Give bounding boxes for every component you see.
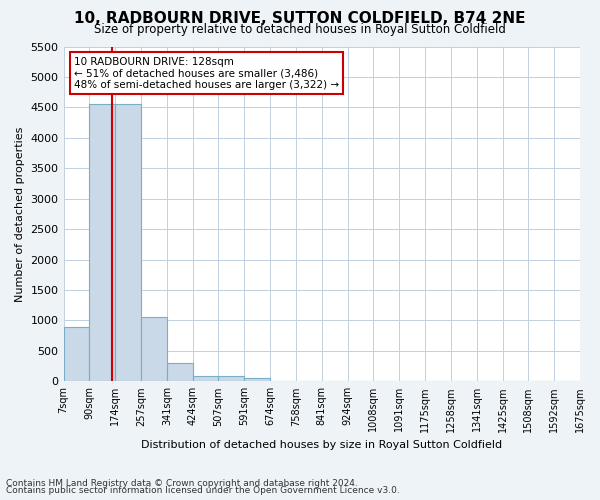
Bar xyxy=(141,318,167,382)
Bar xyxy=(218,376,244,382)
Bar xyxy=(89,104,115,382)
Bar xyxy=(244,378,270,382)
Text: Size of property relative to detached houses in Royal Sutton Coldfield: Size of property relative to detached ho… xyxy=(94,22,506,36)
Text: 10 RADBOURN DRIVE: 128sqm
← 51% of detached houses are smaller (3,486)
48% of se: 10 RADBOURN DRIVE: 128sqm ← 51% of detac… xyxy=(74,56,339,90)
Text: Contains public sector information licensed under the Open Government Licence v3: Contains public sector information licen… xyxy=(6,486,400,495)
Bar xyxy=(115,104,141,382)
Bar xyxy=(167,363,193,382)
Bar xyxy=(64,326,89,382)
Bar xyxy=(193,376,218,382)
X-axis label: Distribution of detached houses by size in Royal Sutton Coldfield: Distribution of detached houses by size … xyxy=(141,440,502,450)
Text: Contains HM Land Registry data © Crown copyright and database right 2024.: Contains HM Land Registry data © Crown c… xyxy=(6,478,358,488)
Text: 10, RADBOURN DRIVE, SUTTON COLDFIELD, B74 2NE: 10, RADBOURN DRIVE, SUTTON COLDFIELD, B7… xyxy=(74,11,526,26)
Y-axis label: Number of detached properties: Number of detached properties xyxy=(15,126,25,302)
